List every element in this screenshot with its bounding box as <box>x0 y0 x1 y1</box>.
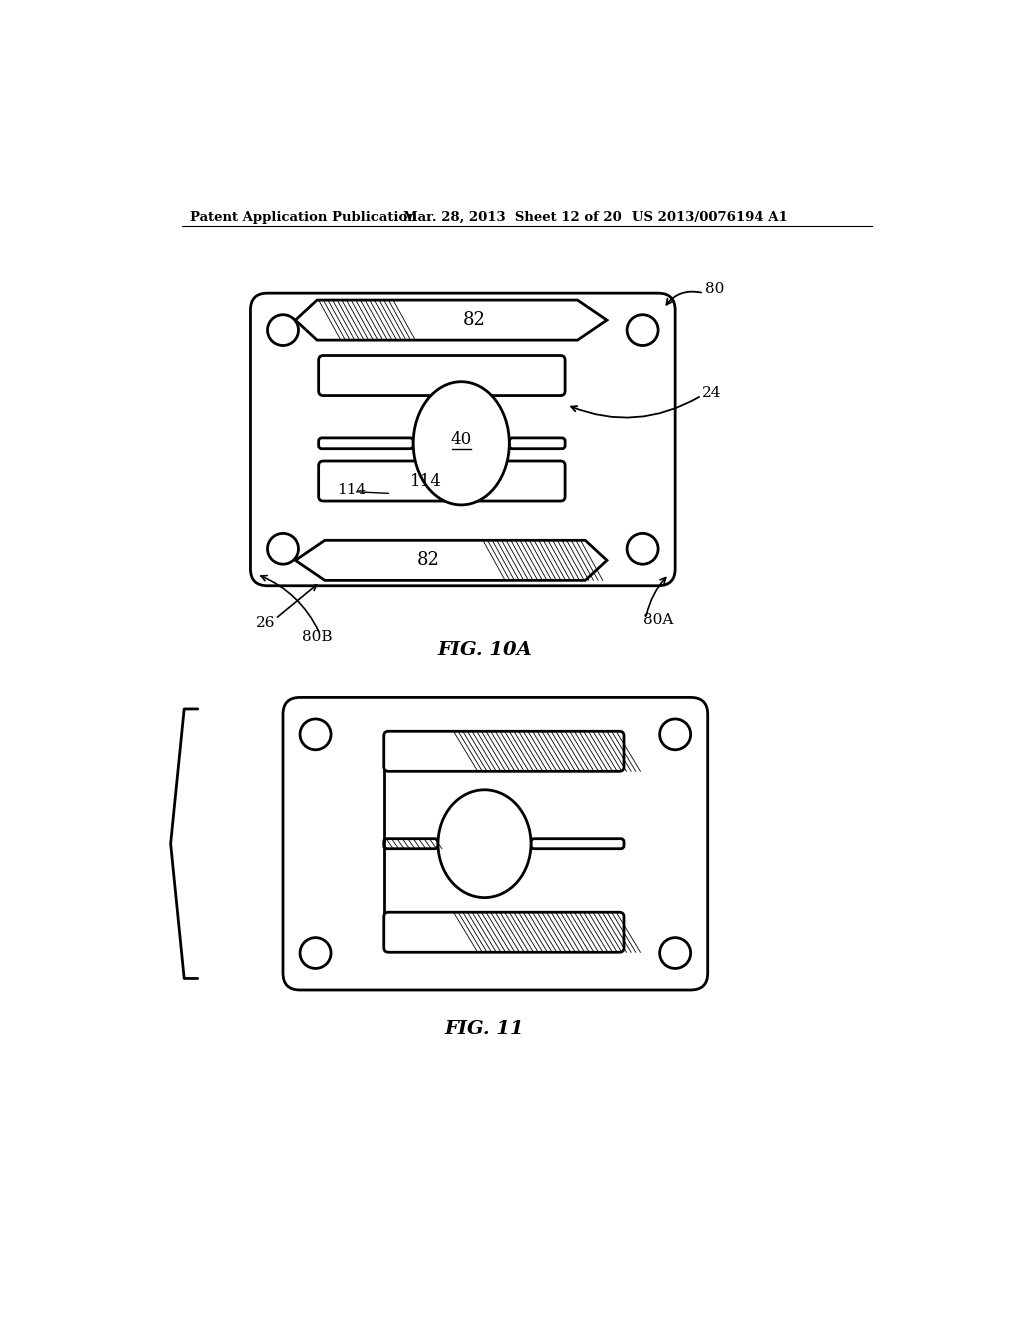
Text: 24: 24 <box>701 387 721 400</box>
Circle shape <box>300 719 331 750</box>
FancyBboxPatch shape <box>384 731 624 771</box>
Circle shape <box>267 314 299 346</box>
Text: 80: 80 <box>706 282 725 296</box>
Text: Patent Application Publication: Patent Application Publication <box>190 211 417 224</box>
FancyBboxPatch shape <box>318 355 565 396</box>
Circle shape <box>659 719 690 750</box>
Ellipse shape <box>438 789 531 898</box>
Circle shape <box>627 314 658 346</box>
FancyBboxPatch shape <box>531 838 624 849</box>
Text: 114: 114 <box>337 483 367 496</box>
FancyBboxPatch shape <box>251 293 675 586</box>
FancyBboxPatch shape <box>384 838 438 849</box>
FancyBboxPatch shape <box>509 438 565 449</box>
Circle shape <box>300 937 331 969</box>
Text: FIG. 11: FIG. 11 <box>444 1019 524 1038</box>
Text: 80B: 80B <box>302 631 333 644</box>
Text: 80A: 80A <box>643 614 674 627</box>
FancyBboxPatch shape <box>283 697 708 990</box>
Text: 82: 82 <box>463 312 485 329</box>
FancyBboxPatch shape <box>318 461 565 502</box>
Text: US 2013/0076194 A1: US 2013/0076194 A1 <box>632 211 787 224</box>
Ellipse shape <box>414 381 509 506</box>
Circle shape <box>659 937 690 969</box>
Text: Mar. 28, 2013  Sheet 12 of 20: Mar. 28, 2013 Sheet 12 of 20 <box>403 211 622 224</box>
Circle shape <box>627 533 658 564</box>
Text: 26: 26 <box>256 615 275 630</box>
FancyBboxPatch shape <box>384 912 624 952</box>
Text: 114: 114 <box>411 473 442 490</box>
Text: 40: 40 <box>451 430 472 447</box>
Text: 82: 82 <box>417 552 439 569</box>
FancyBboxPatch shape <box>318 438 414 449</box>
Text: FIG. 10A: FIG. 10A <box>437 640 531 659</box>
Circle shape <box>267 533 299 564</box>
